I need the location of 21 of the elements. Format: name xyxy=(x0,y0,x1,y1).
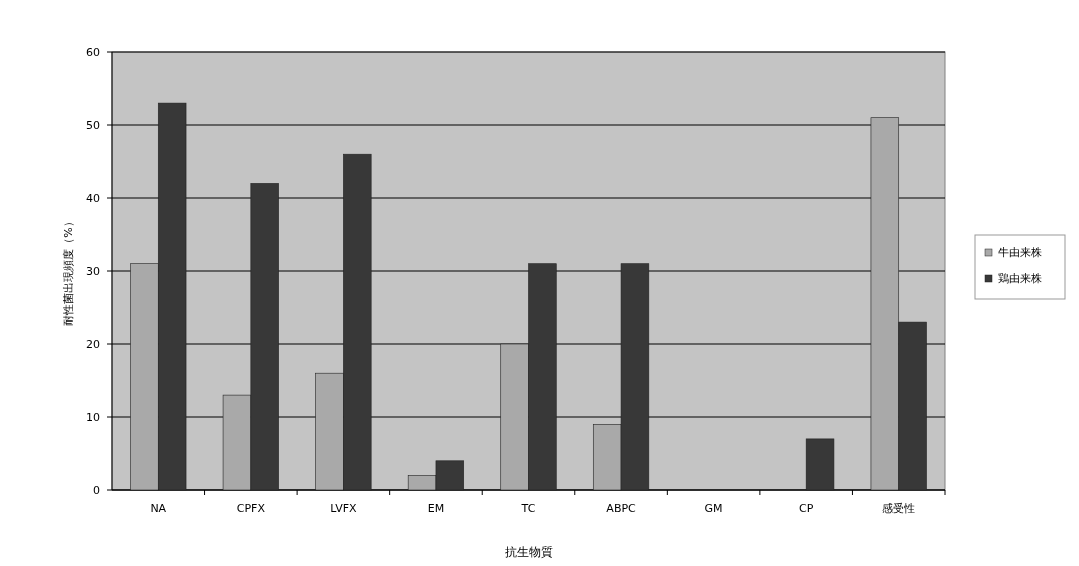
x-axis-title: 抗生物質 xyxy=(504,545,553,559)
x-tick-label: CPFX xyxy=(236,502,266,515)
y-tick-label: 30 xyxy=(86,265,100,278)
x-tick-label: GM xyxy=(704,502,723,515)
y-tick-label: 50 xyxy=(86,119,100,132)
x-tick-label: ABPC xyxy=(606,502,637,515)
legend-label: 牛由来株 xyxy=(998,246,1042,259)
y-axis-title: 耐性菌出現頻度（%） xyxy=(62,216,75,326)
y-tick-label: 0 xyxy=(93,484,100,497)
y-tick-label: 60 xyxy=(86,46,100,59)
bar xyxy=(805,438,835,491)
x-tick-label: LVFX xyxy=(330,502,357,515)
y-tick-label: 10 xyxy=(86,411,100,424)
x-tick-label: 感受性 xyxy=(882,502,916,515)
legend-label: 鶏由来株 xyxy=(998,272,1042,285)
x-tick-label: TC xyxy=(520,502,536,515)
x-tick-label: NA xyxy=(150,502,167,515)
x-tick-label: EM xyxy=(427,502,445,515)
x-tick-label: CP xyxy=(799,502,814,515)
y-tick-label: 40 xyxy=(86,192,100,205)
y-tick-label: 20 xyxy=(86,338,100,351)
